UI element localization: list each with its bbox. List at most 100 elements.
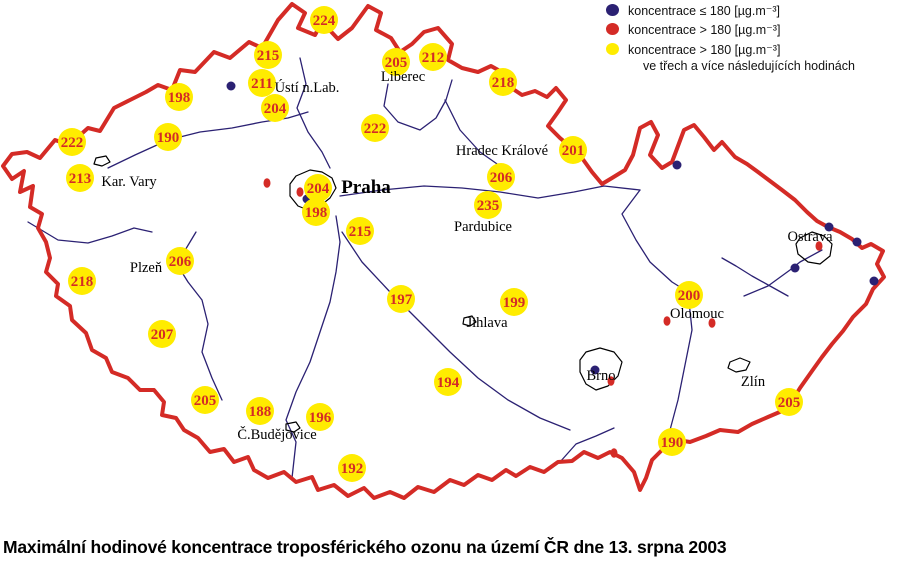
station-value: 201 (562, 143, 585, 159)
legend-label: koncentrace > 180 [µg.m⁻³] (628, 23, 781, 38)
red-dot-icon (606, 23, 619, 36)
station-value: 205 (194, 393, 217, 409)
city-label: Ostrava (787, 229, 833, 245)
navy-dot-marker (226, 81, 236, 91)
station-circle (191, 386, 219, 414)
station-circle (166, 247, 194, 275)
station-circle (261, 94, 289, 122)
station-value: 199 (503, 295, 526, 311)
legend-label: koncentrace > 180 [µg.m⁻³] ve třech a víc… (628, 42, 855, 73)
internal-boundary-lines (27, 57, 823, 479)
city-label: Olomouc (670, 306, 724, 322)
station-circle (58, 128, 86, 156)
navy-dot-marker (672, 160, 682, 170)
station-circle (165, 83, 193, 111)
city-label: Liberec (381, 69, 425, 85)
station-circle (775, 388, 803, 416)
station-value: 205 (778, 395, 801, 411)
station-circle (310, 6, 338, 34)
station-circle (489, 68, 517, 96)
navy-dot-icon (606, 4, 619, 16)
navy-dots-layer (226, 81, 879, 375)
station-circle (66, 164, 94, 192)
station-value: 224 (313, 13, 336, 29)
czech-republic-map: 224 215 211 204 198 205 212 218 222 190 222 213 201 2… (1, 2, 886, 500)
station-circle (500, 288, 528, 316)
city-label: Pardubice (454, 219, 512, 235)
station-circle (248, 69, 276, 97)
city-label: Č.Budějovice (237, 426, 316, 443)
station-value: 211 (251, 76, 273, 92)
station-value: 205 (385, 55, 408, 71)
legend: koncentrace ≤ 180 [µg.m⁻³] koncentrace > … (606, 3, 855, 77)
navy-dot-marker (852, 237, 862, 247)
city-label: Praha (341, 177, 391, 198)
station-circle (382, 48, 410, 76)
station-value: 192 (341, 461, 364, 477)
station-circle (361, 114, 389, 142)
station-circle (658, 428, 686, 456)
city-label: Hradec Králové (456, 143, 548, 159)
red-dot-marker (815, 241, 823, 251)
red-dot-marker (610, 448, 618, 458)
legend-item: koncentrace ≤ 180 [µg.m⁻³] (606, 3, 855, 19)
station-value: 204 (264, 101, 287, 117)
state-border (1, 2, 886, 500)
station-value: 206 (169, 254, 192, 270)
navy-dot-marker (790, 263, 800, 273)
legend-sublabel: ve třech a více následujících hodinách (643, 58, 855, 73)
station-value: 198 (168, 90, 191, 106)
city-label: Kar. Vary (101, 174, 157, 190)
red-dots-layer (263, 178, 823, 458)
station-circle (68, 267, 96, 295)
legend-item: koncentrace > 180 [µg.m⁻³] ve třech a víc… (606, 42, 855, 75)
station-markers-layer: 224 215 211 204 198 205 212 218 222 190 222 213 201 2… (58, 6, 803, 482)
station-value: 194 (437, 375, 460, 391)
station-value: 235 (477, 198, 500, 214)
station-value: 198 (305, 205, 328, 221)
station-value: 218 (71, 274, 94, 290)
station-circle (338, 454, 366, 482)
station-circle (254, 41, 282, 69)
station-value: 213 (69, 171, 92, 187)
legend-label: koncentrace ≤ 180 [µg.m⁻³] (628, 4, 780, 18)
red-dot-marker (296, 187, 304, 197)
station-value: 204 (307, 181, 330, 197)
station-value: 222 (61, 135, 84, 151)
navy-dot-marker (824, 222, 834, 232)
station-value: 190 (157, 130, 180, 146)
city-labels-layer: Ústí n.Lab. Liberec Hradec Králové Pardubic… (101, 69, 833, 443)
station-value: 200 (678, 288, 701, 304)
city-label: Jihlava (466, 315, 508, 331)
station-circle (675, 281, 703, 309)
navy-dot-marker (869, 276, 879, 286)
station-value: 197 (390, 292, 413, 308)
station-circle (246, 397, 274, 425)
station-value: 190 (661, 435, 684, 451)
station-value: 188 (249, 404, 272, 420)
station-circle (434, 368, 462, 396)
station-value: 212 (422, 50, 445, 66)
station-circle (154, 123, 182, 151)
legend-item: koncentrace > 180 [µg.m⁻³] (606, 22, 855, 38)
station-value: 222 (364, 121, 387, 137)
station-value: 207 (151, 327, 174, 343)
station-circle (487, 163, 515, 191)
page-title: Maximální hodinové koncentrace troposfér… (3, 537, 727, 557)
station-value: 215 (349, 224, 372, 240)
yellow-dot-icon (606, 42, 619, 55)
station-circle (559, 136, 587, 164)
station-value: 196 (309, 410, 332, 426)
station-value: 215 (257, 48, 280, 64)
station-circle (474, 191, 502, 219)
city-label: Ústí n.Lab. (275, 79, 340, 96)
red-dot-marker (663, 316, 671, 326)
station-circle (387, 285, 415, 313)
station-value: 206 (490, 170, 513, 186)
station-circle (306, 403, 334, 431)
station-circle (346, 217, 374, 245)
city-label: Zlín (741, 374, 766, 390)
station-circle (302, 198, 330, 226)
station-circle (304, 174, 332, 202)
